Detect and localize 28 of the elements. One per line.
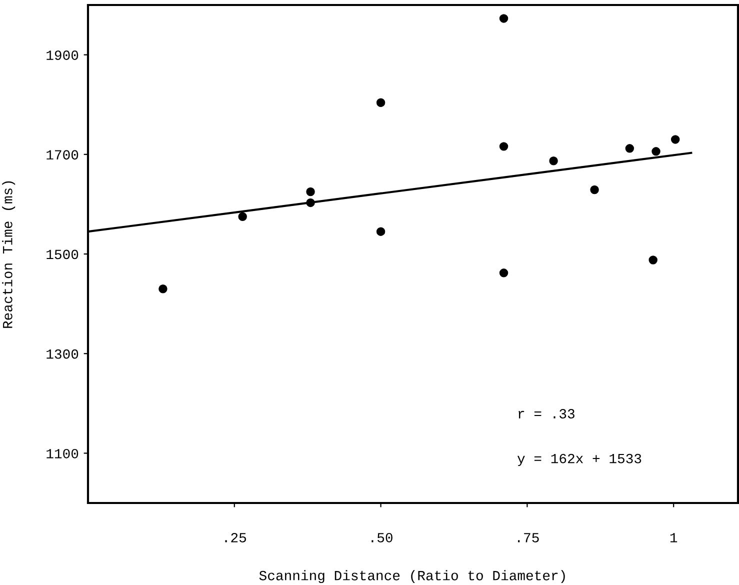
point [499, 142, 508, 151]
point [306, 198, 315, 208]
point [306, 187, 315, 196]
point [238, 212, 247, 222]
y-tick-label: 1500 [46, 250, 78, 260]
point [499, 268, 508, 278]
y-tick-label: 1300 [46, 349, 78, 359]
y-tick-label: 1900 [46, 50, 78, 60]
point [625, 144, 634, 153]
x-tick-label: .50 [372, 532, 392, 542]
point [590, 185, 599, 194]
point [499, 14, 508, 23]
point [158, 284, 168, 294]
x-tick-label: .25 [225, 532, 246, 542]
point [648, 256, 658, 264]
point [549, 156, 558, 166]
annotation: y = 162x + 1533 [517, 454, 642, 466]
annotation: r = .33 [518, 409, 574, 418]
point [376, 227, 386, 236]
y-tick-label: 1100 [46, 448, 78, 458]
x-tick-label: 1 [670, 533, 678, 542]
point [376, 98, 386, 107]
y-axis-title: Reaction Time (ms) [2, 181, 16, 328]
x-tick-label: .75 [518, 533, 539, 542]
y-tick-label: 1700 [46, 150, 78, 160]
x-axis-title: Scanning Distance (Ratio to Diameter) [259, 570, 565, 584]
point [652, 147, 660, 156]
point [670, 135, 680, 144]
